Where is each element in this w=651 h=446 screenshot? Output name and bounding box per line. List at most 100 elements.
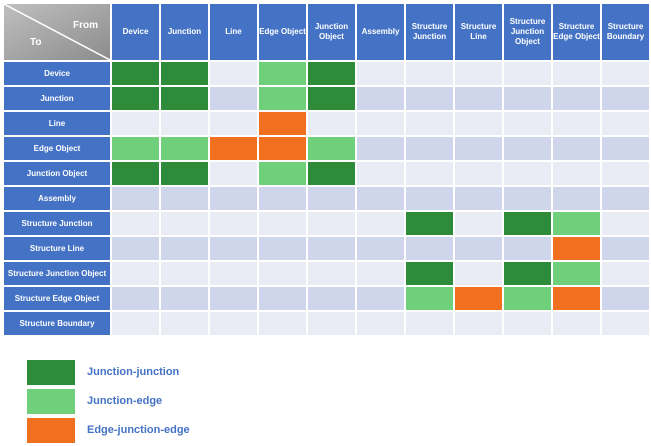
- matrix-cell: [210, 87, 257, 110]
- row-header: Structure Boundary: [4, 312, 110, 335]
- matrix-cell: [602, 62, 649, 85]
- matrix-cell: [504, 262, 551, 285]
- matrix-cell: [259, 262, 306, 285]
- matrix-cell: [308, 162, 355, 185]
- matrix-cell: [161, 187, 208, 210]
- matrix-cell: [161, 112, 208, 135]
- column-header: Structure Edge Object: [553, 4, 600, 60]
- matrix-cell: [357, 237, 404, 260]
- matrix-cell: [455, 237, 502, 260]
- matrix-cell: [553, 312, 600, 335]
- matrix-cell: [259, 87, 306, 110]
- matrix-cell: [455, 137, 502, 160]
- column-header: Structure Line: [455, 4, 502, 60]
- matrix-row: Structure Junction: [4, 212, 649, 235]
- matrix-cell: [112, 162, 159, 185]
- matrix-cell: [455, 262, 502, 285]
- matrix-cell: [308, 262, 355, 285]
- matrix-cell: [210, 187, 257, 210]
- matrix-cell: [602, 312, 649, 335]
- from-label: From: [73, 20, 98, 31]
- row-header: Structure Junction Object: [4, 262, 110, 285]
- matrix-cell: [308, 287, 355, 310]
- matrix-cell: [357, 137, 404, 160]
- matrix-cell: [602, 262, 649, 285]
- matrix-cell: [553, 87, 600, 110]
- row-header: Structure Junction: [4, 212, 110, 235]
- row-header: Device: [4, 62, 110, 85]
- matrix-cell: [602, 112, 649, 135]
- row-header: Structure Line: [4, 237, 110, 260]
- matrix-cell: [259, 187, 306, 210]
- matrix-cell: [602, 162, 649, 185]
- matrix-row: Structure Junction Object: [4, 262, 649, 285]
- matrix-cell: [112, 287, 159, 310]
- matrix-row: Assembly: [4, 187, 649, 210]
- matrix-cell: [259, 112, 306, 135]
- matrix-cell: [455, 62, 502, 85]
- matrix-cell: [504, 112, 551, 135]
- matrix-cell: [308, 187, 355, 210]
- matrix-cell: [504, 187, 551, 210]
- row-header: Assembly: [4, 187, 110, 210]
- matrix-cell: [504, 287, 551, 310]
- legend-label: Junction-edge: [87, 395, 163, 407]
- matrix-cell: [308, 112, 355, 135]
- matrix-cell: [357, 62, 404, 85]
- connectivity-matrix: From To Device Junction Line Edge Object Jun…: [2, 2, 651, 337]
- legend-label: Junction-junction: [87, 366, 180, 378]
- matrix-cell: [357, 287, 404, 310]
- matrix-cell: [161, 212, 208, 235]
- matrix-cell: [504, 212, 551, 235]
- matrix-cell: [112, 112, 159, 135]
- row-header: Structure Edge Object: [4, 287, 110, 310]
- column-header: Junction: [161, 4, 208, 60]
- row-header: Edge Object: [4, 137, 110, 160]
- matrix-cell: [602, 237, 649, 260]
- matrix-cell: [210, 237, 257, 260]
- matrix-cell: [161, 312, 208, 335]
- column-header: Structure Boundary: [602, 4, 649, 60]
- matrix-cell: [553, 187, 600, 210]
- matrix-cell: [455, 187, 502, 210]
- matrix-cell: [406, 237, 453, 260]
- matrix-cell: [210, 112, 257, 135]
- column-header: Edge Object: [259, 4, 306, 60]
- matrix-cell: [602, 87, 649, 110]
- diagonal-divider: [4, 4, 110, 60]
- matrix-cell: [112, 62, 159, 85]
- matrix-cell: [210, 162, 257, 185]
- matrix-cell: [259, 312, 306, 335]
- matrix-cell: [602, 137, 649, 160]
- matrix-row: Structure Boundary: [4, 312, 649, 335]
- legend-swatch: [27, 389, 75, 414]
- matrix-cell: [406, 187, 453, 210]
- matrix-cell: [308, 312, 355, 335]
- matrix-cell: [112, 262, 159, 285]
- matrix-cell: [504, 312, 551, 335]
- matrix-row: Device: [4, 62, 649, 85]
- row-header: Junction: [4, 87, 110, 110]
- matrix-cell: [406, 137, 453, 160]
- matrix-row: Junction Object: [4, 162, 649, 185]
- matrix-cell: [455, 287, 502, 310]
- matrix-cell: [357, 262, 404, 285]
- matrix-cell: [553, 62, 600, 85]
- matrix-cell: [406, 312, 453, 335]
- matrix-cell: [112, 187, 159, 210]
- matrix-cell: [357, 212, 404, 235]
- legend-item-je: Junction-edge: [27, 389, 327, 415]
- matrix-cell: [455, 212, 502, 235]
- matrix-cell: [161, 62, 208, 85]
- matrix-row: Junction: [4, 87, 649, 110]
- matrix-cell: [210, 287, 257, 310]
- matrix-cell: [357, 162, 404, 185]
- matrix-cell: [504, 162, 551, 185]
- matrix-row: Structure Edge Object: [4, 287, 649, 310]
- matrix-cell: [161, 262, 208, 285]
- matrix-cell: [357, 187, 404, 210]
- matrix-cell: [112, 312, 159, 335]
- matrix-cell: [259, 212, 306, 235]
- matrix-cell: [406, 162, 453, 185]
- matrix-cell: [406, 287, 453, 310]
